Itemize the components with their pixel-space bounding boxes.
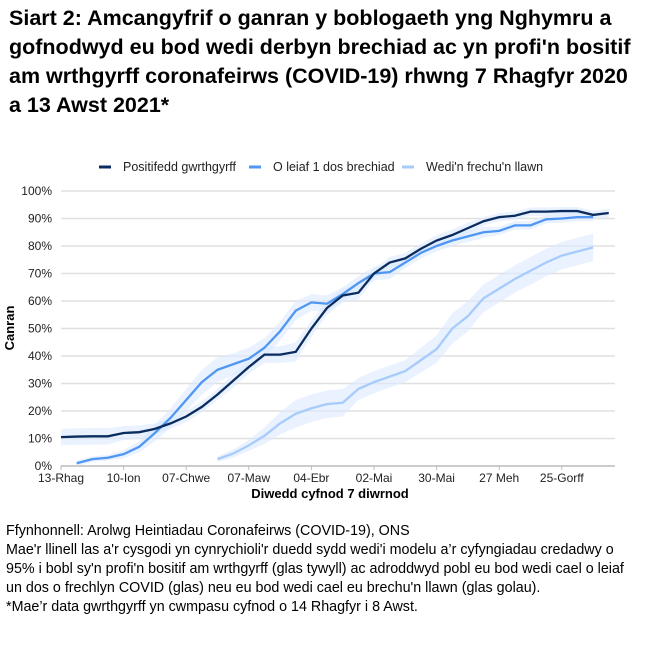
method-note: Mae'r llinell las a'r cysgodi yn cynrych… <box>6 542 624 596</box>
x-tick-label: 07-Chwe <box>162 471 210 485</box>
x-tick-label: 04-Ebr <box>293 471 329 485</box>
x-axis-title: Diwedd cyfnod 7 diwrnod <box>251 486 409 501</box>
y-tick-label: 60% <box>28 294 52 308</box>
date-note: *Mae’r data gwrthgyrff yn cwmpasu cyfnod… <box>6 599 418 615</box>
x-tick-label: 13-Rhag <box>38 471 84 485</box>
x-tick-label: 30-Mai <box>418 471 455 485</box>
y-tick-label: 100% <box>21 184 52 198</box>
y-axis-title: Canran <box>2 306 17 351</box>
y-tick-label: 70% <box>28 267 52 281</box>
x-tick-label: 10-Ion <box>107 471 141 485</box>
y-tick-label: 40% <box>28 349 52 363</box>
x-tick-label: 07-Maw <box>227 471 270 485</box>
y-tick-label: 50% <box>28 322 52 336</box>
x-tick-label: 25-Gorff <box>540 471 584 485</box>
ci-band-2 <box>217 233 594 462</box>
source-note: Ffynhonnell: Arolwg Heintiadau Coronafei… <box>6 523 410 539</box>
chart-title: Siart 2: Amcangyfrif o ganran y boblogae… <box>9 6 631 117</box>
y-tick-label: 0% <box>35 459 53 473</box>
legend-label: Positifedd gwrthgyrff <box>123 160 237 174</box>
series-line-0 <box>60 209 609 439</box>
legend-label: O leiaf 1 dos brechiad <box>273 160 395 174</box>
series-line-2 <box>217 246 594 461</box>
legend-label: Wedi'n frechu'n llawn <box>426 160 543 174</box>
line-chart: 0% 10% 20% 30% 40% 50% 60% 70% 80% 90% 100% 13-Rhag… <box>2 160 615 501</box>
y-tick-label: 10% <box>28 432 52 446</box>
y-tick-label: 30% <box>28 377 52 391</box>
x-tick-label: 27 Meh <box>479 471 519 485</box>
y-tick-label: 80% <box>28 239 52 253</box>
x-tick-label: 02-Mai <box>356 471 393 485</box>
y-tick-label: 90% <box>28 212 52 226</box>
y-tick-label: 20% <box>28 404 52 418</box>
footer: Ffynhonnell: Arolwg Heintiadau Coronafei… <box>6 522 641 617</box>
